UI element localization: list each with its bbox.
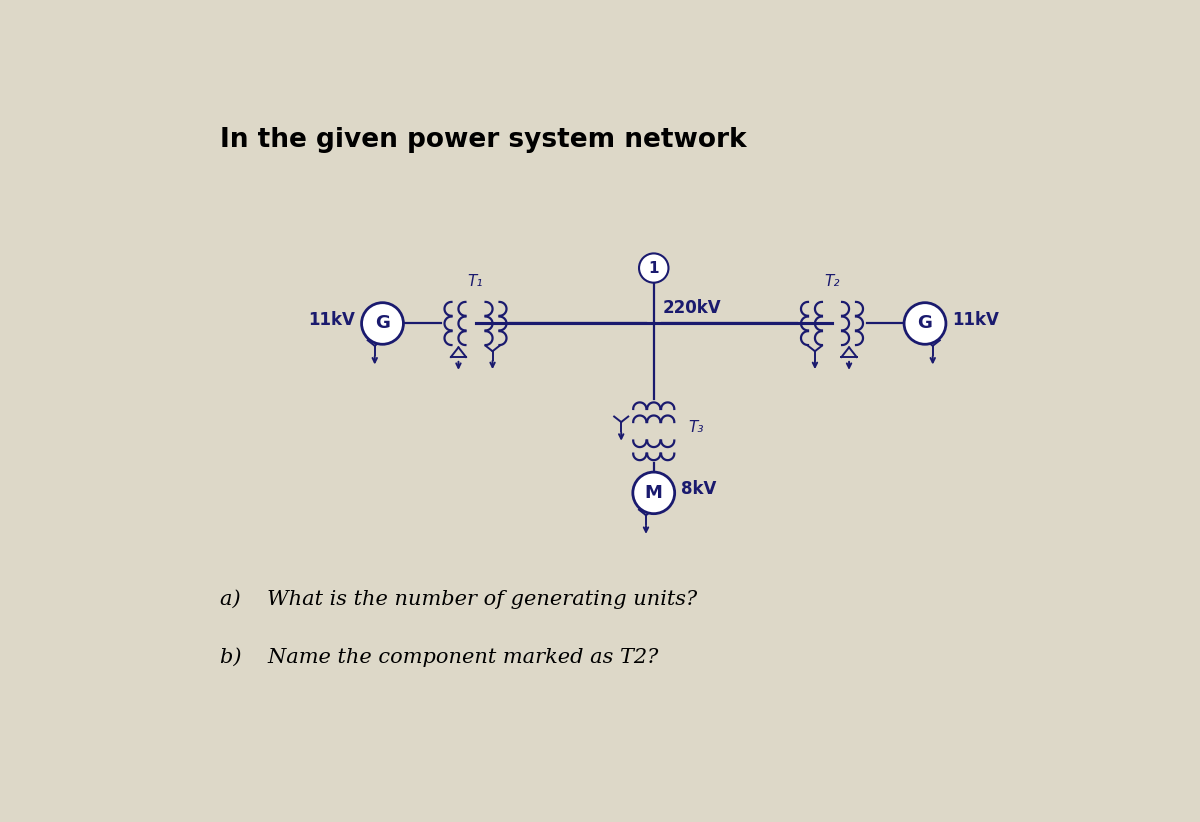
Circle shape [632,472,674,514]
Text: b)    Name the component marked as T2?: b) Name the component marked as T2? [220,647,658,667]
Text: G: G [376,315,390,332]
Text: T₃: T₃ [689,420,704,435]
Circle shape [640,253,668,283]
Text: In the given power system network: In the given power system network [220,127,746,153]
Circle shape [904,302,946,344]
Text: a)    What is the number of generating units?: a) What is the number of generating unit… [220,589,697,609]
Text: 11kV: 11kV [952,312,998,330]
Text: 220kV: 220kV [664,299,721,317]
Text: 11kV: 11kV [308,312,355,330]
Text: 8kV: 8kV [680,480,716,498]
Text: M: M [644,484,662,502]
Text: T₁: T₁ [468,274,484,289]
Text: G: G [918,315,932,332]
Circle shape [361,302,403,344]
Text: T₂: T₂ [824,274,840,289]
Text: 1: 1 [648,261,659,275]
